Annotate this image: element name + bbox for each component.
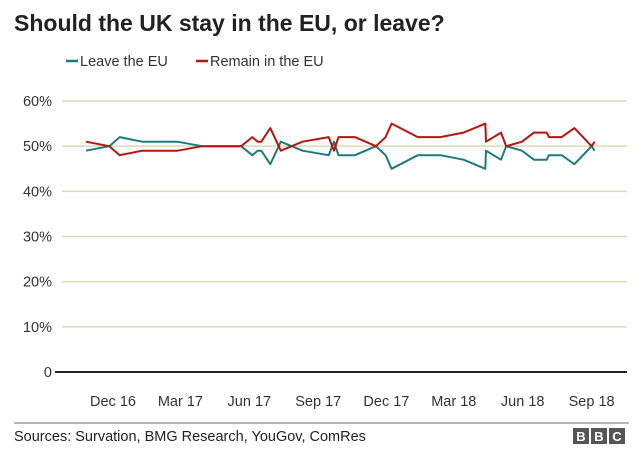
legend-label-leave: Leave the EU (80, 54, 168, 70)
x-tick-label: Mar 17 (158, 394, 203, 410)
x-tick-label: Jun 17 (228, 394, 272, 410)
x-tick-label: Mar 18 (431, 394, 476, 410)
bbc-logo-b2: B (594, 429, 603, 444)
x-tick-label: Sep 18 (569, 394, 615, 410)
x-tick-label: Dec 17 (363, 394, 409, 410)
legend-label-remain: Remain in the EU (210, 54, 324, 70)
x-tick-label: Sep 17 (295, 394, 341, 410)
x-tick-label: Jun 18 (501, 394, 545, 410)
legend: Leave the EU Remain in the EU (66, 54, 324, 70)
source-text: Sources: Survation, BMG Research, YouGov… (14, 429, 366, 445)
y-tick-label: 0 (44, 365, 52, 381)
bbc-logo-c: C (612, 429, 622, 444)
series-line-remain (85, 122, 596, 157)
x-tick-label: Dec 16 (90, 394, 136, 410)
y-axis: 0 10% 20% 30% 40% 50% 60% (23, 94, 52, 381)
y-tick-label: 30% (23, 230, 52, 246)
legend-item-remain: Remain in the EU (196, 54, 324, 70)
y-tick-label: 40% (23, 184, 52, 200)
bbc-logo-b1: B (576, 429, 585, 444)
bbc-logo: B B C (573, 428, 625, 444)
chart-title: Should the UK stay in the EU, or leave? (14, 10, 445, 36)
series-lines (85, 122, 596, 170)
legend-item-leave: Leave the EU (66, 54, 168, 70)
y-tick-label: 50% (23, 139, 52, 155)
y-tick-label: 20% (23, 275, 52, 291)
y-tick-label: 60% (23, 94, 52, 110)
x-axis: Dec 16 Mar 17 Jun 17 Sep 17 Dec 17 Mar 18 Jun … (90, 394, 615, 410)
y-tick-label: 10% (23, 320, 52, 336)
gridlines (55, 100, 627, 373)
